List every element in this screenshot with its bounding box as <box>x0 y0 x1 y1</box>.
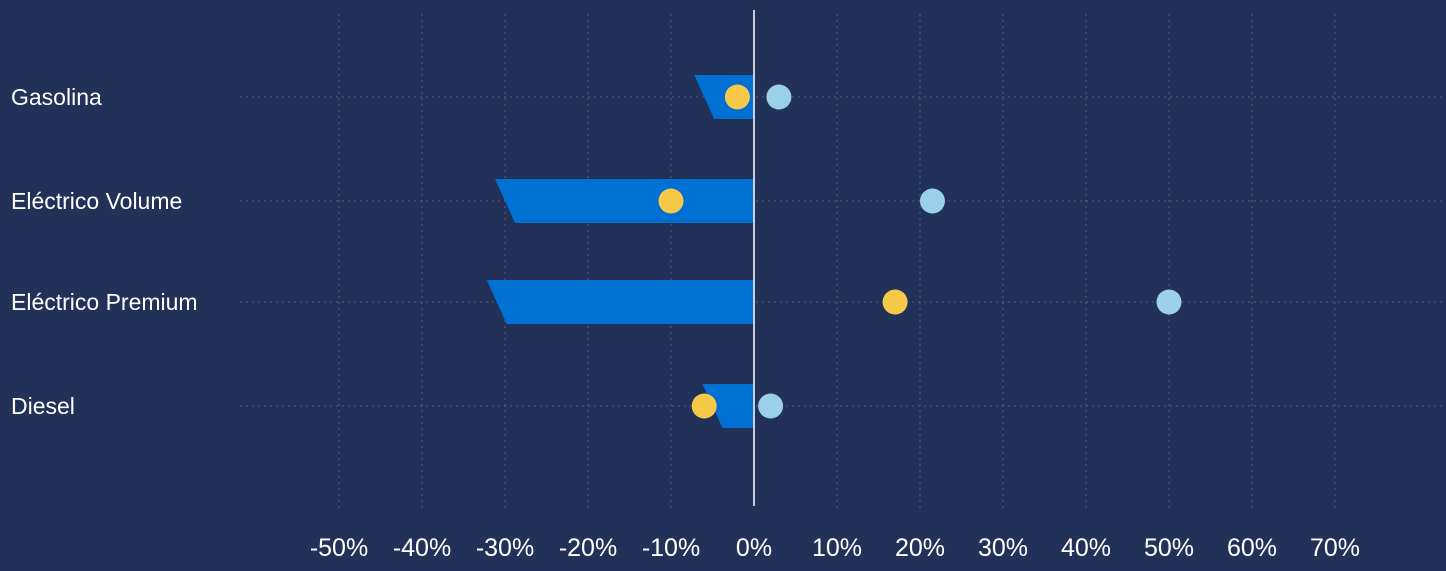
dot-point <box>691 393 717 419</box>
dot-point <box>758 393 784 419</box>
dot-point <box>766 84 792 110</box>
x-tick-labels: -50% -40% -30% -20% -10% 0% 10% 20% 30% 40% 50% 60%… <box>310 534 1360 562</box>
x-tick-label: 20% <box>895 534 945 562</box>
x-tick-label: 70% <box>1310 534 1360 562</box>
bars <box>486 75 754 428</box>
category-label: Eléctrico Premium <box>11 289 198 315</box>
x-tick-label: 50% <box>1144 534 1194 562</box>
x-tick-label: 30% <box>978 534 1028 562</box>
x-tick-label: 10% <box>812 534 862 562</box>
x-tick-label: 0% <box>736 534 772 562</box>
x-tick-label: -30% <box>476 534 534 562</box>
grid <box>338 14 1336 508</box>
x-tick-label: -20% <box>559 534 617 562</box>
x-tick-label: -50% <box>310 534 368 562</box>
x-tick-label: 60% <box>1227 534 1277 562</box>
dot-point <box>882 289 908 315</box>
dot-point <box>724 84 750 110</box>
category-label: Gasolina <box>11 84 102 110</box>
x-tick-label: 40% <box>1061 534 1111 562</box>
bar <box>495 179 754 223</box>
dots <box>658 84 1182 419</box>
bar <box>486 280 754 324</box>
dot-point <box>1156 289 1182 315</box>
x-tick-label: -40% <box>393 534 451 562</box>
category-label: Eléctrico Volume <box>11 188 182 214</box>
category-label: Diesel <box>11 393 75 419</box>
dot-point <box>658 188 684 214</box>
x-tick-label: -10% <box>642 534 700 562</box>
category-labels: Gasolina Eléctrico Volume Eléctrico Premiu… <box>11 84 198 419</box>
row-guide-lines <box>240 96 1446 407</box>
dot-point <box>919 188 945 214</box>
bar <box>702 384 754 428</box>
